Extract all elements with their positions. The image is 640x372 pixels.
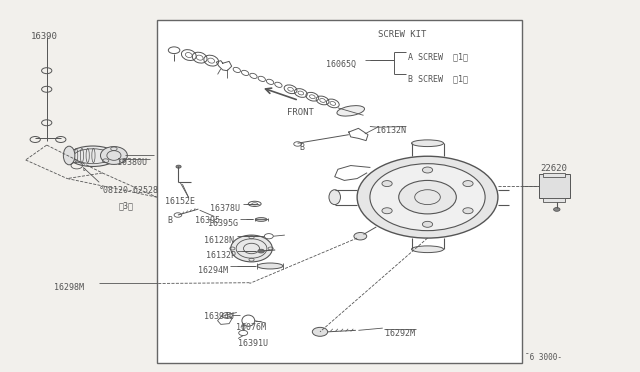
Ellipse shape xyxy=(329,190,340,205)
Text: B: B xyxy=(168,216,173,225)
Ellipse shape xyxy=(257,263,283,269)
Text: °08120-62528: °08120-62528 xyxy=(99,186,159,195)
Circle shape xyxy=(312,327,328,336)
Ellipse shape xyxy=(255,218,267,221)
Text: 16380U: 16380U xyxy=(117,158,147,167)
Text: 16132N: 16132N xyxy=(376,126,406,135)
Ellipse shape xyxy=(69,146,117,166)
Text: 16298M: 16298M xyxy=(54,283,84,292)
Text: 16391U: 16391U xyxy=(238,339,268,347)
Text: 16390: 16390 xyxy=(31,32,58,41)
Text: 16292M: 16292M xyxy=(385,329,415,338)
Text: 22620: 22620 xyxy=(541,164,568,173)
Text: （3）: （3） xyxy=(118,201,133,210)
Bar xyxy=(157,20,522,363)
Circle shape xyxy=(554,208,560,211)
Text: A SCREW  （1）: A SCREW （1） xyxy=(408,52,468,61)
Ellipse shape xyxy=(231,235,273,262)
Ellipse shape xyxy=(337,106,365,116)
Bar xyxy=(543,173,565,177)
Circle shape xyxy=(463,180,473,186)
Ellipse shape xyxy=(412,140,444,147)
Circle shape xyxy=(422,221,433,227)
Circle shape xyxy=(258,249,264,253)
Ellipse shape xyxy=(63,146,75,165)
Text: 16395: 16395 xyxy=(195,216,220,225)
Text: ̄6 3000-: ̄6 3000- xyxy=(525,353,562,362)
Text: B SCREW  （1）: B SCREW （1） xyxy=(408,74,468,83)
Text: 16076M: 16076M xyxy=(236,323,266,332)
Circle shape xyxy=(399,180,456,214)
Circle shape xyxy=(176,165,181,168)
Text: SCREW KIT: SCREW KIT xyxy=(378,30,426,39)
Text: 16128N: 16128N xyxy=(204,236,234,245)
Text: 16152E: 16152E xyxy=(165,197,195,206)
Bar xyxy=(543,198,565,202)
Ellipse shape xyxy=(354,232,367,240)
Circle shape xyxy=(382,181,392,187)
Text: B: B xyxy=(299,143,304,152)
Text: 16132P: 16132P xyxy=(206,251,236,260)
Circle shape xyxy=(382,208,392,214)
Ellipse shape xyxy=(100,147,127,164)
Bar xyxy=(539,174,570,198)
Text: 16394U: 16394U xyxy=(204,312,234,321)
Ellipse shape xyxy=(412,246,444,253)
Circle shape xyxy=(357,156,498,238)
Text: 16378U: 16378U xyxy=(210,204,240,213)
Circle shape xyxy=(422,167,433,173)
Circle shape xyxy=(370,164,485,231)
Text: 16065Q: 16065Q xyxy=(326,60,356,68)
Circle shape xyxy=(463,208,473,214)
Text: 16395G: 16395G xyxy=(208,219,238,228)
Text: FRONT: FRONT xyxy=(287,108,314,117)
Text: 16294M: 16294M xyxy=(198,266,228,275)
Text: °: ° xyxy=(82,169,86,177)
